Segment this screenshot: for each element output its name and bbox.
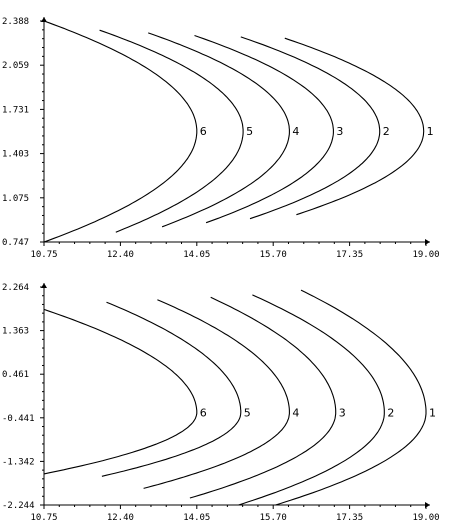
x-tick-label: 10.75 [30,513,57,523]
curve-label-6: 6 [200,125,207,138]
curve-2 [241,37,380,219]
y-tick-label: 2.388 [2,17,29,27]
x-tick-label: 12.40 [107,513,134,523]
y-tick-label: 2.264 [2,283,29,293]
curve-6 [44,21,197,242]
x-tick-label: 14.05 [183,513,210,523]
x-tick-label: 17.35 [336,513,363,523]
y-tick-label: -1.342 [2,457,35,467]
y-tick-label: 1.363 [2,327,29,337]
curve-4 [144,300,290,489]
y-tick-label: 0.461 [2,370,29,380]
y-tick-label: 2.059 [2,61,29,71]
curve-label-5: 5 [244,406,251,419]
chart-top: 10.75 12.40 14.05 15.70 17.35 19.00 0.747 1.075… [2,17,440,260]
curve-label-2: 2 [383,125,390,138]
x-tick-label: 10.75 [30,250,57,260]
curve-label-4: 4 [292,125,299,138]
y-tick-label: -0.441 [2,414,35,424]
x-tick-label: 19.00 [412,513,439,523]
curve-label-1: 1 [429,406,436,419]
curve-label-3: 3 [339,406,346,419]
y-tick-label: 0.747 [2,238,29,248]
x-tick-label: 14.05 [183,250,210,260]
curve-1 [285,38,424,215]
curve-5 [102,302,241,476]
curve-label-5: 5 [246,125,253,138]
x-tick-label: 15.70 [260,513,287,523]
y-tick-label: 1.075 [2,194,29,204]
x-tick-label: 17.35 [336,250,363,260]
chart-bottom: 10.75 12.40 14.05 15.70 17.35 19.00 -2.244 -1.3… [2,283,440,523]
curve-label-6: 6 [200,406,207,419]
curve-label-1: 1 [427,125,434,138]
x-tick-label: 19.00 [412,250,439,260]
x-tick-label: 15.70 [260,250,287,260]
curve-label-3: 3 [336,125,343,138]
curve-label-2: 2 [387,406,394,419]
y-tick-label: -2.244 [2,501,35,511]
curve-1 [276,290,427,505]
y-tick-label: 1.731 [2,105,29,115]
curve-5 [100,30,244,232]
curve-label-4: 4 [292,406,299,419]
x-tick-label: 12.40 [107,250,134,260]
y-tick-label: 1.403 [2,150,29,160]
curve-4 [148,33,289,227]
